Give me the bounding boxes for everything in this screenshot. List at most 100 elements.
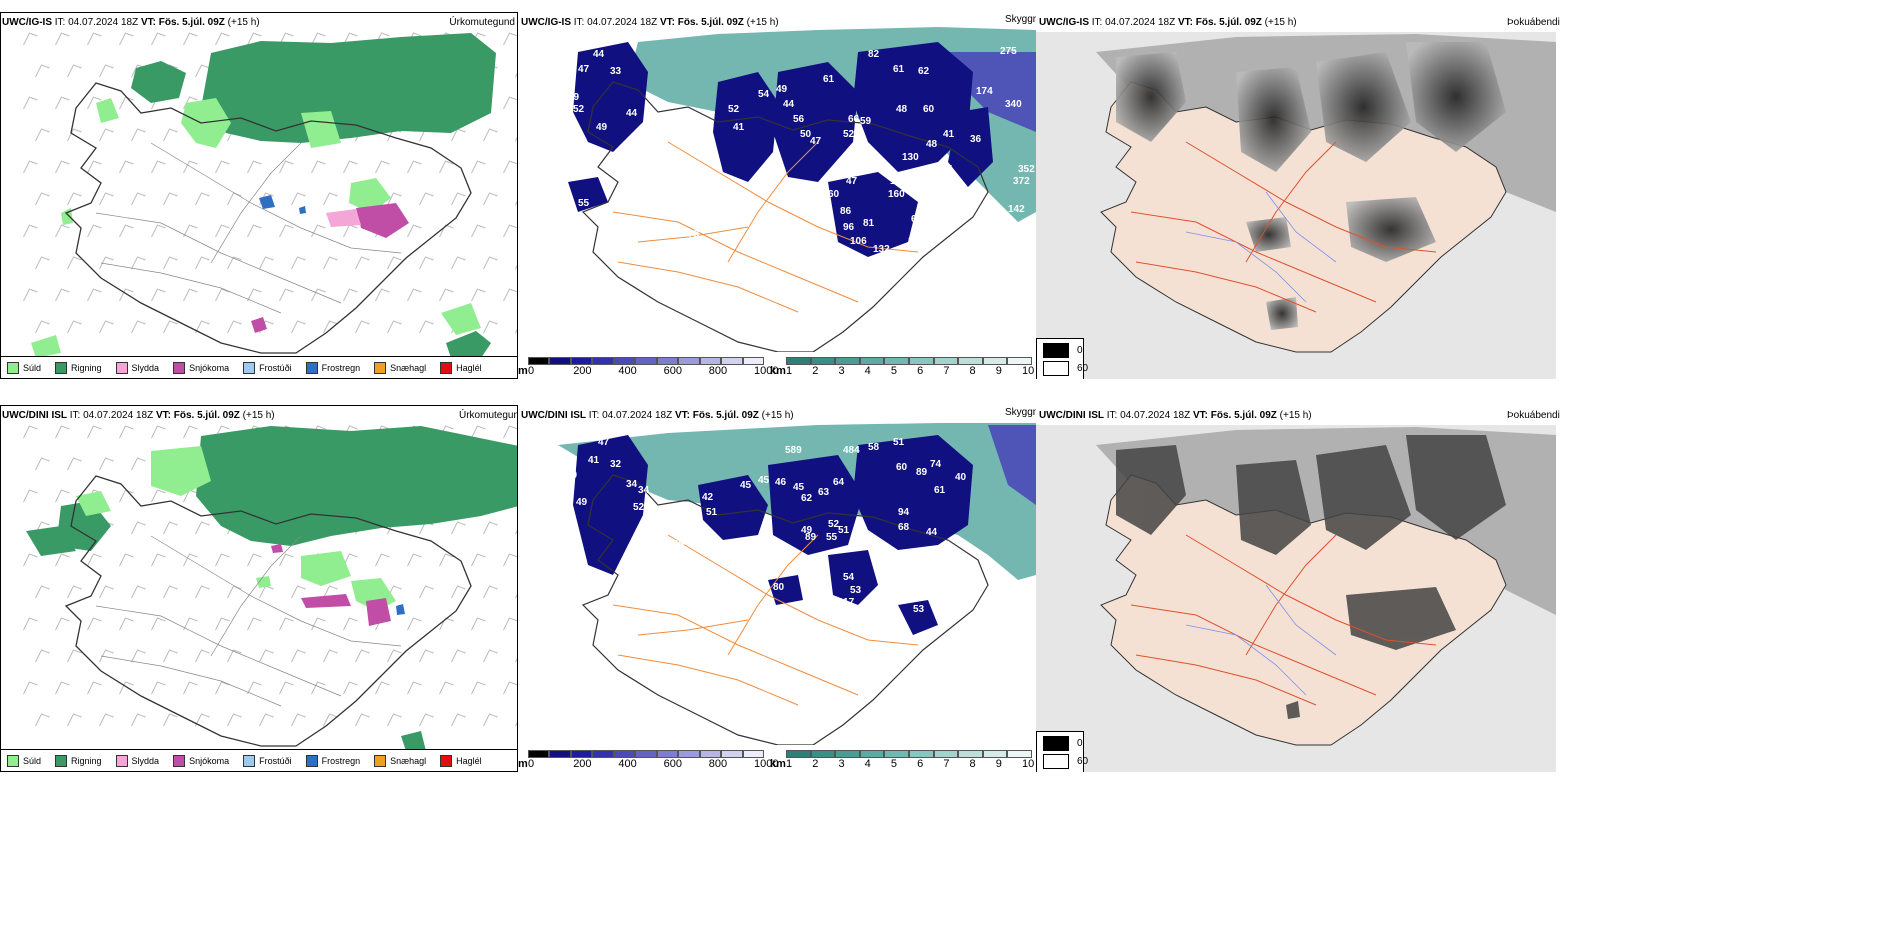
wind-barb [119,489,134,503]
panel-title-cloud-row1: Skyggni [1005,14,1041,25]
ceiling_bar-swatch [721,357,743,365]
cloud-ceiling-areas [568,42,993,257]
visibility_bar-swatch [909,750,934,758]
wind-barb [451,192,466,206]
wind-barb [375,160,390,174]
wind-barb [247,160,262,174]
ceiling-value-label: 51 [838,525,850,536]
ceiling-value-label: 106 [908,236,925,247]
ceiling-value-label: 113 [830,615,847,626]
wind-barb [355,256,370,270]
wind-barb [419,320,434,334]
visibility_bar-tick: 6 [917,758,924,770]
wind-barb [99,64,114,78]
ceiling-value-label: 59 [563,79,575,90]
ceiling-value-label: 73 [804,597,816,608]
panel-title-precip-row2: Úrkomutegund [459,410,525,421]
legend-label: Súld [23,755,42,766]
header-row1-precip: UWC/IG-IS IT: 04.07.2024 18Z VT: Fös. 5.… [2,17,260,28]
wind-barb [387,320,402,334]
visibility_bar-tick: 5 [890,758,897,770]
visibility_bar-swatch [859,750,885,758]
ceiling-value-label: 89 [916,467,928,478]
ceiling-value-label: 48 [926,139,938,150]
ceiling-value-label: 52 [818,206,830,217]
visibility_bar-swatch [786,357,811,365]
wind-barb [503,617,517,631]
wind-barb [67,256,82,270]
wind-barb [23,288,38,302]
wind-barb [55,96,70,110]
ceiling_bar-swatch [635,357,657,365]
visibility_bar-swatch [933,357,959,365]
wind-barb [195,585,210,599]
wind-barb [55,32,70,46]
ceiling-value-label: 130 [902,152,919,163]
wind-barb [151,224,166,238]
wind-barb [163,713,178,727]
ceiling-value-label: 67 [783,547,795,558]
wind-barb [323,256,338,270]
ceiling-value-label: 50 [566,470,578,481]
visibility_bar-swatch [884,357,909,365]
ceiling_bar-swatch [592,357,614,365]
wind-barb [227,585,242,599]
legend-swatch [305,361,318,374]
legend-swatch [55,361,68,374]
legend-item-frostregn: Frostregn [305,754,361,767]
wind-barb [151,617,166,631]
ceiling-value-label: 96 [843,222,855,233]
ceiling-value-label: 32 [610,459,622,470]
wind-barb [151,32,166,46]
visibility_bar-tick: 1 [786,758,793,770]
legend-swatch [305,754,318,767]
ceiling_bar-swatch [570,357,593,365]
fog-legend-swatch [1043,736,1069,751]
wind-barb [215,617,230,631]
wind-barb [503,425,517,439]
wind-barb [483,256,498,270]
precip-panel-row1: Súld Rigning Slydda Snjókoma Frostúði Frostre… [0,12,518,379]
legend-item-snæhagl: Snæhagl [374,754,426,767]
roads [1130,534,1437,706]
wind-barb [451,256,466,270]
fog-legend-label: 0 [1077,345,1083,356]
wind-barb [227,320,242,334]
legend-swatch [7,754,19,767]
wind-barb [323,320,338,334]
wind-barb [439,553,454,567]
visibility_bar-swatch [958,750,983,758]
wind-barb [279,160,294,174]
ceiling-value-label: 41 [733,122,745,133]
ceiling-value-label: 45 [758,475,770,486]
wind-barb [131,713,146,727]
wind-barb [291,320,306,334]
ceiling-value-label: 45 [793,482,805,493]
wind-barb [131,521,146,535]
ceiling_bar-swatch [721,750,743,758]
ceiling_bar-swatch [678,357,700,365]
wind-barb [55,224,70,238]
wind-barb [55,288,70,302]
visibility_bar-swatch [810,750,836,758]
wind-barb [195,192,210,206]
wind-barb [195,320,210,334]
wind-barb [163,256,178,270]
wind-barb [471,425,486,439]
wind-barb [195,713,210,727]
wind-barb [355,713,370,727]
wind-barb [99,649,114,663]
ceiling-colorbar-row1: m 0 200 400 600 800 1000 [518,357,778,379]
ceiling-value-label: 52 [828,519,840,530]
wind-barb [471,160,486,174]
ceiling-value-label: 125 [890,176,907,187]
legend-label: Frostregn [321,755,361,766]
wind-barb [131,256,146,270]
wind-barb [215,32,230,46]
wind-barb [99,128,114,142]
ceiling-value-label: 59 [860,116,872,127]
fog-legend-row2: 0 60 [1036,731,1088,772]
ceiling-value-label: 52 [573,104,585,115]
fog-legend-row1: 0 60 [1036,338,1088,379]
